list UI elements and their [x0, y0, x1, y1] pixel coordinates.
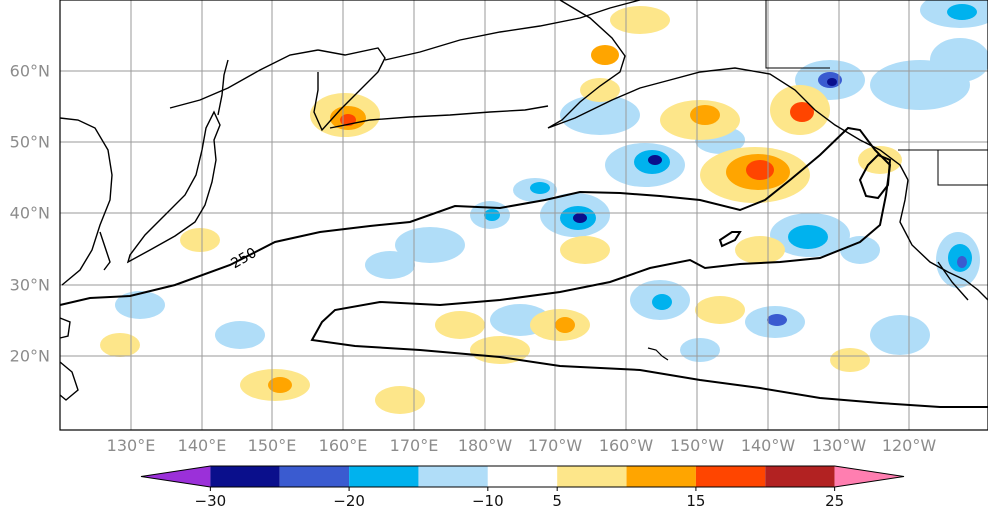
contour-closed-2: [858, 153, 892, 200]
anomaly-patch: [435, 311, 485, 339]
colorbar-segment: [141, 466, 211, 487]
longitude-label: 180°W: [457, 436, 513, 455]
baja-peninsula: [937, 261, 969, 301]
colorbar-tick-label: 15: [686, 492, 706, 510]
anomaly-patch: [788, 225, 828, 249]
latitude-label: 50°N: [9, 132, 50, 152]
colorbar-tick-label: −10: [471, 492, 504, 510]
coastline-philippines: [59, 317, 79, 401]
coastline-japan: [126, 110, 221, 264]
anomaly-patch: [652, 294, 672, 310]
longitude-label: 130°W: [811, 436, 867, 455]
latitude-label: 60°N: [9, 61, 50, 81]
anomaly-patch: [947, 4, 977, 20]
longitude-label: 140°E: [177, 436, 227, 455]
colorbar-segment: [349, 466, 419, 487]
colorbar-segment: [765, 466, 835, 487]
anomaly-patch: [695, 296, 745, 324]
anomaly-patch: [690, 105, 720, 125]
anomaly-patch: [530, 182, 550, 194]
anomaly-patch: [957, 256, 967, 268]
anomaly-patch: [840, 236, 880, 264]
colorbar-segment: [418, 466, 488, 487]
anomaly-patch: [573, 213, 587, 223]
coastline-korea: [99, 231, 111, 271]
anomaly-patch: [365, 251, 415, 279]
coastline-hawaii: [647, 347, 669, 361]
latitude-label: 20°N: [9, 346, 50, 366]
coastline-aleutians: [329, 105, 549, 129]
anomaly-patch: [484, 209, 500, 221]
anomaly-patch: [746, 160, 774, 180]
anomaly-patch: [395, 227, 465, 263]
longitude-label: 130°E: [106, 436, 156, 455]
map-border: [59, 0, 988, 431]
border-canada-us: [765, 0, 988, 186]
anomaly-patch: [591, 45, 619, 65]
longitude-label: 170°W: [527, 436, 583, 455]
longitude-label: 160°E: [318, 436, 368, 455]
anomaly-patch: [735, 236, 785, 264]
latitude-label: 40°N: [9, 203, 50, 223]
anomaly-patch: [560, 95, 640, 135]
colorbar-segment: [557, 466, 627, 487]
anomaly-patch: [555, 317, 575, 333]
colorbar-segment: [210, 466, 280, 487]
longitude-label: 170°E: [389, 436, 439, 455]
colorbar-segment: [695, 466, 766, 487]
anomaly-patch: [375, 386, 425, 414]
colorbar-tick-label: −30: [194, 492, 227, 510]
anomaly-patch: [827, 78, 837, 86]
anomaly-patch: [580, 78, 620, 102]
longitude-label: 150°E: [247, 436, 297, 455]
coastline-asia: [59, 117, 113, 286]
anomaly-field: [100, 0, 988, 414]
anomaly-patch: [870, 315, 930, 355]
colorbar-tick-label: −20: [333, 492, 365, 510]
contour-closed-1: [718, 231, 742, 248]
coastline-okhotsk: [169, 49, 319, 109]
anomaly-patch: [858, 146, 902, 174]
coastline-na-west: [899, 179, 988, 301]
colorbar-segment: [834, 466, 904, 487]
anomaly-patch: [268, 377, 292, 393]
coastlines: [59, 0, 988, 401]
contour-line-north: [59, 126, 988, 408]
longitude-label: 140°W: [740, 436, 796, 455]
anomaly-patch: [930, 38, 988, 82]
contours-250: [59, 126, 988, 408]
anomaly-patch: [115, 291, 165, 319]
anomaly-patch: [830, 348, 870, 372]
colorbar-tick-label: 25: [825, 492, 845, 510]
colorbar-segment: [626, 466, 696, 487]
coastline-siberia-east: [384, 0, 641, 61]
anomaly-patch: [790, 102, 814, 122]
anomaly-patch: [180, 228, 220, 252]
coastline-sakhalin: [217, 59, 229, 116]
anomaly-patch: [648, 155, 662, 165]
anomaly-patch: [215, 321, 265, 349]
anomaly-patch: [767, 314, 787, 326]
coastline-alaska: [547, 0, 909, 181]
anomaly-patch: [610, 6, 670, 34]
anomaly-patch: [100, 333, 140, 357]
colorbar-segment: [487, 466, 558, 487]
anomaly-patch: [560, 236, 610, 264]
longitude-label: 120°W: [881, 436, 937, 455]
colorbar: [140, 465, 905, 491]
coastline-kamchatka: [313, 47, 386, 132]
colorbar-segment: [279, 466, 350, 487]
longitude-label: 160°W: [598, 436, 654, 455]
colorbar-tick-label: 5: [552, 492, 562, 510]
anomaly-patch: [680, 338, 720, 362]
longitude-label: 150°W: [669, 436, 725, 455]
latitude-label: 30°N: [9, 275, 50, 295]
